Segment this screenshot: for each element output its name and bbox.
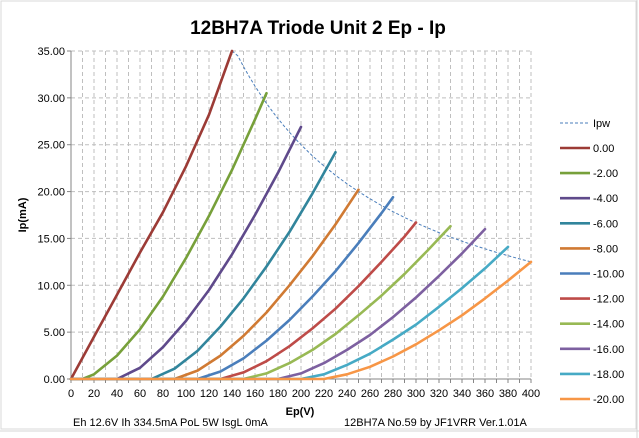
x-tick-label: 380 <box>499 388 517 400</box>
x-tick-label: 120 <box>200 388 218 400</box>
x-tick-label: 60 <box>134 388 146 400</box>
y-axis-label: Ip(mA) <box>17 197 29 232</box>
footer-conditions: Eh 12.6V Ih 334.5mA PoL 5W IsgL 0mA <box>73 417 269 429</box>
legend-label: -18.00 <box>593 369 624 381</box>
series-line-eg-0_00 <box>69 49 234 381</box>
legend-label: -20.00 <box>593 394 624 406</box>
legend-label: -8.00 <box>593 243 618 255</box>
x-tick-label: 40 <box>111 388 123 400</box>
x-tick-label: 300 <box>407 388 425 400</box>
legend-label: -6.00 <box>593 218 618 230</box>
y-tick-label: 30.00 <box>37 93 65 105</box>
legend-label-ipw: Ipw <box>593 118 610 130</box>
ipw-line <box>231 50 532 263</box>
legend-label: -12.00 <box>593 294 624 306</box>
legend-label: -16.00 <box>593 344 624 356</box>
y-tick-label: 15.00 <box>37 233 65 245</box>
legend-label: -4.00 <box>593 193 618 205</box>
x-tick-label: 280 <box>384 388 402 400</box>
x-tick-label: 340 <box>453 388 471 400</box>
series-line-eg--12_00 <box>69 221 418 381</box>
x-axis-label: Ep(V) <box>286 406 315 418</box>
legend-label: 0.00 <box>593 143 614 155</box>
y-tick-label: 20.00 <box>37 187 65 199</box>
chart-area[interactable] <box>0 0 637 430</box>
footer-credit: 12BH7A No.59 by JF1VRR Ver.1.01A <box>344 417 527 429</box>
y-tick-label: 0.00 <box>44 374 65 386</box>
y-tick-label: 25.00 <box>37 140 65 152</box>
chart-title: 12BH7A Triode Unit 2 Ep - Ip <box>190 18 446 39</box>
x-tick-label: 360 <box>476 388 494 400</box>
series-group <box>69 49 533 381</box>
x-tick-label: 100 <box>177 388 195 400</box>
series-line-eg--8_00 <box>69 188 360 381</box>
x-tick-labels: 0 20 40 60 80 100 120 140 160 180 200 220 240 260 280 3… <box>68 388 540 400</box>
x-tick-label: 240 <box>338 388 356 400</box>
x-tick-label: 20 <box>88 388 100 400</box>
y-tick-label: 5.00 <box>44 327 65 339</box>
legend-label: -14.00 <box>593 319 624 331</box>
series-line-eg--10_00 <box>69 195 395 381</box>
series-line-eg--2_00 <box>69 91 268 381</box>
x-tick-label: 400 <box>522 388 540 400</box>
x-tick-label: 80 <box>157 388 169 400</box>
series-line-eg--18_00 <box>69 245 510 381</box>
x-tick-label: 160 <box>246 388 264 400</box>
legend-label: -10.00 <box>593 269 624 281</box>
legend-label: -2.00 <box>593 168 618 180</box>
x-tick-label: 0 <box>68 388 74 400</box>
x-tick-label: 200 <box>292 388 310 400</box>
y-tick-labels: 0.00 5.00 10.00 15.00 20.00 25.00 30.00 35.00 <box>37 46 65 386</box>
x-tick-label: 260 <box>361 388 379 400</box>
series-line-eg--20_00 <box>69 260 533 381</box>
series-line-eg--4_00 <box>69 125 303 381</box>
legend: Ipw 0.00 -2.00 -4.00 -6.00 -8.00 -10.00 -12.00 -… <box>560 118 624 406</box>
y-tick-label: 10.00 <box>37 280 65 292</box>
series-line-eg--16_00 <box>69 227 487 381</box>
x-tick-label: 320 <box>430 388 448 400</box>
plate-dissipation-curve <box>231 50 532 263</box>
series-line-eg--14_00 <box>69 224 452 381</box>
series-line-eg--6_00 <box>69 150 337 381</box>
x-tick-label: 220 <box>315 388 333 400</box>
x-tick-label: 140 <box>223 388 241 400</box>
y-tick-label: 35.00 <box>37 46 65 58</box>
x-tick-label: 180 <box>269 388 287 400</box>
